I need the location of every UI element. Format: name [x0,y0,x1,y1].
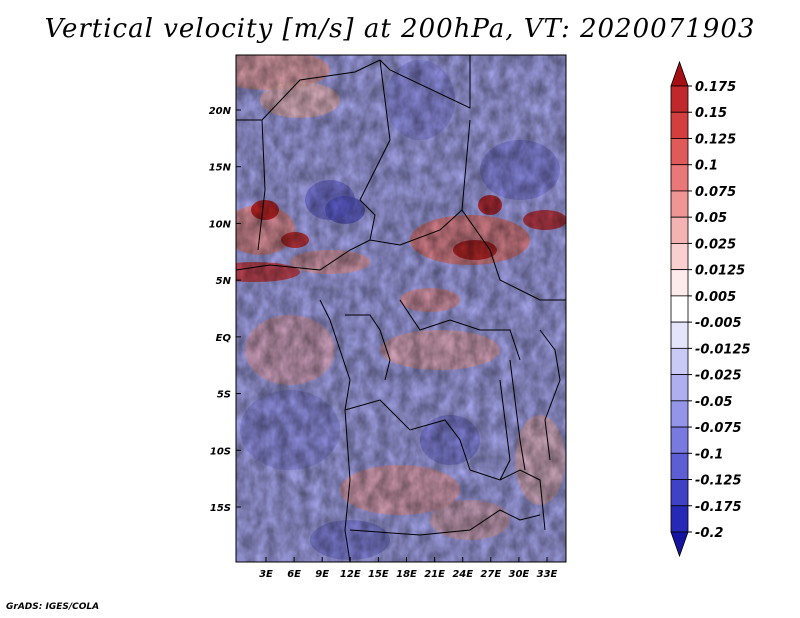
colorbar-bin [670,243,689,271]
grads-credit: GrADS: IGES/COLA [6,602,100,612]
lon-tick-label: 12E [340,569,361,580]
lon-tick-label: 27E [480,569,501,580]
colorbar-label: -0.005 [695,316,742,331]
colorbar-label: 0.025 [695,237,736,252]
lat-tick-label: 5N [216,276,232,287]
colorbar: 0.175 0.15 0.125 0.1 0.075 0.05 0.025 0.0125 0.0… [670,60,751,558]
colorbar-bin [670,138,689,166]
colorbar-label: 0.15 [695,106,727,121]
lon-tick-label: 15E [368,569,389,580]
lon-tick-label: 9E [315,569,329,580]
map-frame [235,54,567,563]
colorbar-label: 0.175 [695,80,736,95]
colorbar-label: -0.025 [695,369,742,384]
colorbar-label: -0.175 [695,500,742,515]
colorbar-bin [670,85,689,113]
colorbar-bin [670,400,689,428]
lat-tick-label: 15S [210,503,231,514]
colorbar-label: 0.075 [695,185,736,200]
longitude-axis: 3E 6E 9E 12E 15E 18E 21E 24E 27E 30E 33E [259,557,558,580]
colorbar-bin [670,452,689,480]
colorbar-label: 0.005 [695,290,736,305]
colorbar-label: -0.2 [695,526,723,541]
colorbar-bin [670,374,689,402]
colorbar-top-triangle [670,60,689,87]
lat-tick-label: 15N [209,163,232,174]
lat-tick-label: 10S [210,446,231,457]
colorbar-label: 0.05 [695,211,727,226]
lon-tick-label: 18E [396,569,417,580]
colorbar-label: 0.125 [695,132,736,147]
colorbar-bin [670,321,689,349]
colorbar-bin [670,216,689,244]
lon-tick-label: 33E [537,569,558,580]
colorbar-bin [670,190,689,218]
colorbar-label: 0.0125 [695,264,745,279]
lat-tick-label: 20N [209,106,232,117]
colorbar-bin [670,479,689,507]
colorbar-bin [670,269,689,297]
lon-tick-label: 30E [509,569,530,580]
colorbar-bottom-triangle [670,531,689,558]
colorbar-label: -0.125 [695,474,742,489]
colorbar-label: -0.1 [695,447,723,462]
lon-tick-label: 24E [452,569,473,580]
colorbar-bin [670,111,689,139]
colorbar-bin [670,426,689,454]
lat-tick-label: 10N [209,219,232,230]
colorbar-bin [670,164,689,192]
colorbar-bin [670,295,689,323]
colorbar-label: -0.0125 [695,342,751,357]
lat-tick-label: 5S [217,390,231,401]
map-title: Vertical velocity [m/s] at 200hPa, VT: 2… [44,14,756,44]
colorbar-label: -0.05 [695,395,732,410]
colorbar-label: 0.1 [695,159,718,174]
lat-tick-label: EQ [216,333,232,344]
latitude-axis: 20N 15N 10N 5N EQ 5S 10S 15S [209,106,241,514]
velocity-field [236,55,566,562]
colorbar-label: -0.075 [695,421,742,436]
colorbar-bin [670,347,689,375]
lon-tick-label: 6E [287,569,301,580]
colorbar-bin [670,505,689,533]
country-borders [235,55,566,563]
lon-tick-label: 21E [424,569,445,580]
lon-tick-label: 3E [259,569,273,580]
